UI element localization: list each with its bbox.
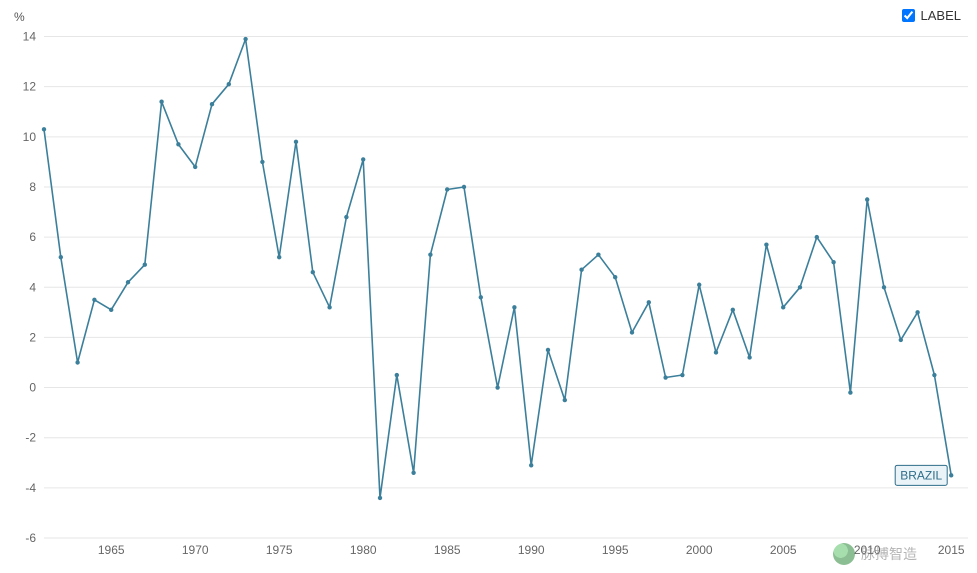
data-point[interactable] (781, 305, 785, 309)
data-point[interactable] (747, 355, 751, 359)
data-point[interactable] (764, 242, 768, 246)
y-tick-label: 6 (29, 230, 36, 244)
data-point[interactable] (512, 305, 516, 309)
data-point[interactable] (311, 270, 315, 274)
data-point[interactable] (647, 300, 651, 304)
data-point[interactable] (159, 100, 163, 104)
y-tick-label: 4 (29, 280, 36, 294)
x-tick-label: 1975 (266, 543, 293, 557)
data-point[interactable] (848, 390, 852, 394)
x-tick-label: 1965 (98, 543, 125, 557)
data-point[interactable] (445, 187, 449, 191)
data-point[interactable] (294, 140, 298, 144)
series-line (44, 39, 951, 498)
data-point[interactable] (176, 142, 180, 146)
data-point[interactable] (663, 375, 667, 379)
watermark-icon (833, 543, 855, 565)
y-tick-label: 8 (29, 180, 36, 194)
x-tick-label: 2000 (686, 543, 713, 557)
data-point[interactable] (714, 350, 718, 354)
data-point[interactable] (193, 165, 197, 169)
data-point[interactable] (949, 473, 953, 477)
data-point[interactable] (92, 298, 96, 302)
data-point[interactable] (143, 263, 147, 267)
data-point[interactable] (882, 285, 886, 289)
watermark-text: 脉搏智造 (861, 544, 917, 564)
data-point[interactable] (126, 280, 130, 284)
data-point[interactable] (613, 275, 617, 279)
data-point[interactable] (42, 127, 46, 131)
data-point[interactable] (697, 283, 701, 287)
x-tick-label: 2015 (938, 543, 965, 557)
data-point[interactable] (915, 310, 919, 314)
y-tick-label: 10 (23, 130, 37, 144)
data-point[interactable] (109, 308, 113, 312)
data-point[interactable] (731, 308, 735, 312)
x-tick-label: 1970 (182, 543, 209, 557)
x-tick-label: 1985 (434, 543, 461, 557)
data-point[interactable] (579, 268, 583, 272)
y-tick-label: 2 (29, 330, 36, 344)
data-point[interactable] (596, 252, 600, 256)
data-point[interactable] (361, 157, 365, 161)
data-point[interactable] (798, 285, 802, 289)
data-point[interactable] (428, 252, 432, 256)
y-tick-label: 12 (23, 80, 37, 94)
data-point[interactable] (563, 398, 567, 402)
data-point[interactable] (277, 255, 281, 259)
data-point[interactable] (378, 496, 382, 500)
data-point[interactable] (479, 295, 483, 299)
x-tick-label: 1995 (602, 543, 629, 557)
x-tick-label: 2005 (770, 543, 797, 557)
x-tick-label: 1990 (518, 543, 545, 557)
y-tick-label: -4 (25, 481, 36, 495)
data-point[interactable] (932, 373, 936, 377)
data-point[interactable] (59, 255, 63, 259)
y-tick-label: 14 (23, 30, 37, 44)
data-point[interactable] (815, 235, 819, 239)
data-point[interactable] (210, 102, 214, 106)
series-label: BRAZIL (900, 468, 942, 482)
data-point[interactable] (680, 373, 684, 377)
data-point[interactable] (899, 338, 903, 342)
data-point[interactable] (546, 348, 550, 352)
data-point[interactable] (344, 215, 348, 219)
y-tick-label: -6 (25, 531, 36, 545)
x-tick-label: 1980 (350, 543, 377, 557)
data-point[interactable] (411, 471, 415, 475)
data-point[interactable] (327, 305, 331, 309)
y-tick-label: 0 (29, 381, 36, 395)
data-point[interactable] (227, 82, 231, 86)
data-point[interactable] (495, 385, 499, 389)
data-point[interactable] (260, 160, 264, 164)
line-chart: -6 -4 -2 0 2 4 6 8 10 12 14 1965 1970 1975 1980 1985 199… (0, 0, 977, 573)
y-tick-label: -2 (25, 431, 36, 445)
data-point[interactable] (529, 463, 533, 467)
data-point[interactable] (395, 373, 399, 377)
data-point[interactable] (831, 260, 835, 264)
data-point[interactable] (243, 37, 247, 41)
data-point[interactable] (865, 197, 869, 201)
data-point[interactable] (630, 330, 634, 334)
data-point[interactable] (462, 185, 466, 189)
data-point[interactable] (75, 360, 79, 364)
watermark: 脉搏智造 (833, 543, 917, 565)
